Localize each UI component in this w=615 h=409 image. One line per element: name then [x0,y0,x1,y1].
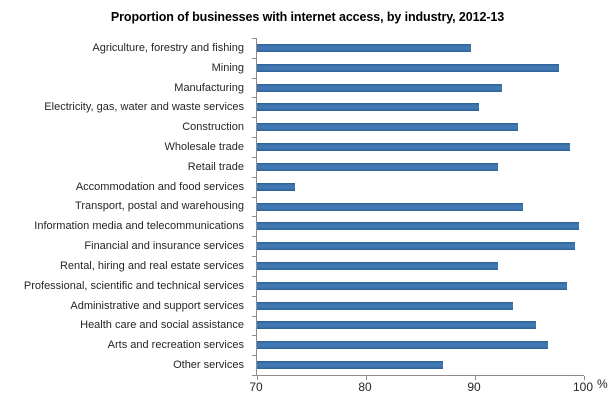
y-axis-tick [252,256,256,258]
y-axis-tick [252,216,256,218]
bar [257,242,576,251]
category-label: Health care and social assistance [80,319,244,332]
bar [257,83,503,92]
category-label: Retail trade [187,160,244,173]
category-label: Manufacturing [174,81,244,94]
category-labels: Agriculture, forestry and fishing Mining M… [0,38,250,375]
y-axis-tick [252,335,256,337]
x-axis-tick-label: 70 [249,380,263,394]
bar [257,182,296,191]
y-axis-tick [252,275,256,277]
category-label: Financial and insurance services [84,240,244,253]
bar [257,103,480,112]
bar [257,143,570,152]
bar [257,341,549,350]
y-axis-tick [252,295,256,297]
y-axis-tick [252,38,256,39]
bar [257,43,471,52]
x-axis-unit-label: % [597,377,608,391]
category-label: Electricity, gas, water and waste servic… [44,101,244,114]
bar [257,222,579,231]
y-axis-tick [252,137,256,139]
category-label: Information media and telecommunications [34,220,244,233]
category-label: Professional, scientific and technical s… [23,279,244,292]
y-axis-tick [252,57,256,59]
x-axis-tick [475,376,476,380]
bar [257,281,567,290]
y-axis-tick [252,375,256,376]
y-axis-tick [252,176,256,178]
bar [257,261,498,270]
category-label: Transport, postal and warehousing [75,200,244,213]
y-axis-tick [252,77,256,79]
category-label: Administrative and support services [70,299,244,312]
plot-area [252,38,585,380]
category-label: Wholesale trade [164,141,245,154]
category-label: Mining [211,61,244,74]
y-axis-tick [252,315,256,317]
x-axis-tick [584,376,585,380]
category-label: Arts and recreation services [107,339,244,352]
category-label: Other services [173,359,244,372]
y-axis-tick [252,355,256,357]
chart-title: Proportion of businesses with internet a… [110,10,505,24]
bar [257,123,518,132]
bar [257,63,559,72]
bar [257,301,514,310]
category-label: Rental, hiring and real estate services [59,259,244,272]
bar [257,202,523,211]
bar [257,162,498,171]
y-axis-tick [252,236,256,238]
x-axis-tick [257,376,258,380]
x-axis-tick-label: 100 [572,380,594,394]
y-axis-tick [252,156,256,158]
bar [257,361,444,370]
x-axis-tick-label: 90 [467,380,481,394]
category-label: Construction [182,121,244,134]
y-axis-tick [252,196,256,198]
x-axis-tick-label: 80 [358,380,372,394]
y-axis-tick [252,97,256,99]
category-label: Accommodation and food services [75,180,244,193]
category-label: Agriculture, forestry and fishing [92,41,244,54]
bar [257,321,537,330]
x-axis-tick [366,376,367,380]
y-axis-tick [252,117,256,119]
